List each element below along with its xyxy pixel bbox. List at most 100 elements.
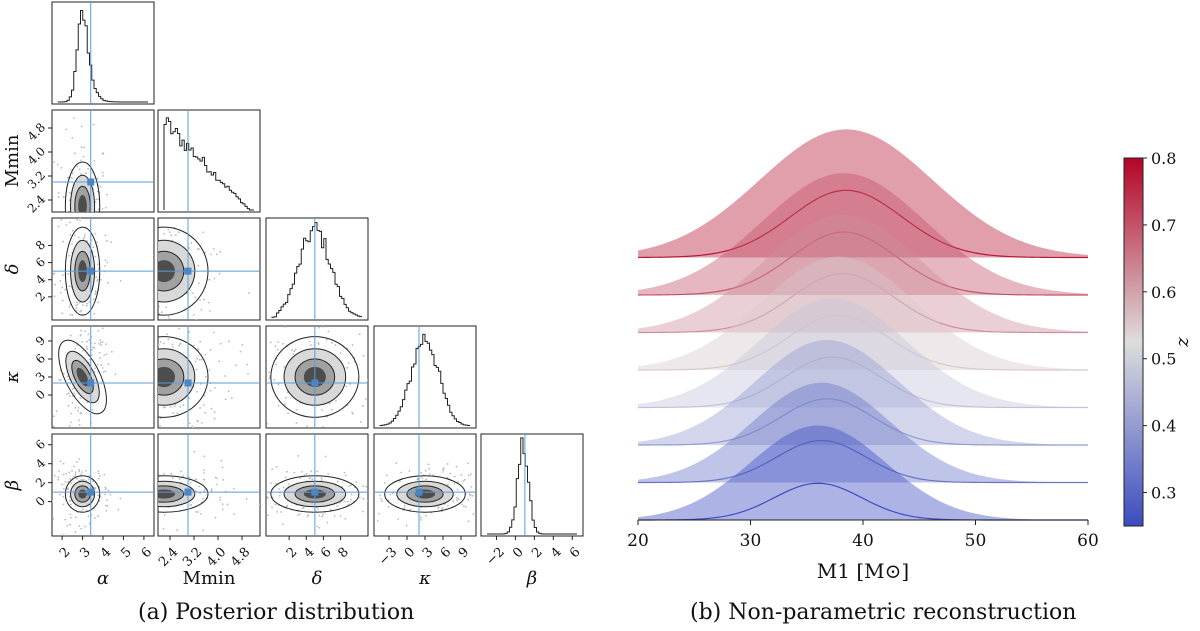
x-tick-delta: 4 [301,545,317,561]
ridge-series-z-0.775 [637,129,1089,259]
credible-band [638,214,1088,333]
contour-0 [64,161,101,212]
y-tick-beta: 4 [33,456,49,472]
cell-frame [373,325,477,429]
truth-marker [311,488,319,496]
diag-cell-delta [265,217,369,321]
contour-3 [158,366,175,388]
ridge-series-z-0.475 [637,298,1088,409]
x-tick-kappa: 0 [402,545,418,561]
x-tick-delta: 8 [335,545,351,561]
y-axis-label-Mmin: Mmin [2,134,23,187]
contour-3 [78,195,87,212]
caption-a: (a) Posterior distribution [138,600,415,625]
cell-frame [51,109,155,213]
cell-kappa-beta [373,433,477,537]
cell-alpha-delta [51,217,155,321]
ridge-series-z-0.625 [637,214,1088,334]
x-tick-label: 40 [852,531,874,551]
x-tick-Mmin: 2.4 [156,545,181,570]
x-tick-label: 50 [965,531,987,551]
contour-3 [76,367,89,387]
diag-cell-beta [480,433,584,537]
x-tick-label: 60 [1077,531,1099,551]
median-line [637,439,1088,484]
y-tick-kappa: 3 [33,369,48,384]
contour-3 [78,489,87,499]
truth-marker [87,267,95,275]
histogram-alpha [57,9,148,103]
cell-Mmin-kappa [157,325,261,429]
ridge-series-z-0.325 [637,382,1088,484]
x-tick-kappa: 6 [438,545,454,561]
median-line [637,231,1089,296]
density [52,458,122,536]
contour-0 [384,475,466,513]
cell-delta-beta [265,433,369,537]
ridge-series-z-0.7 [637,173,1089,296]
median-line [637,273,1088,334]
x-tick-Mmin: 4.8 [228,545,253,570]
median-line [637,356,1088,409]
y-tick-kappa: 0 [33,387,48,402]
density [158,450,260,532]
x-tick-Mmin: 3.2 [180,545,205,570]
y-tick-Mmin: 3.2 [25,168,48,191]
x-tick-alpha: 3 [77,545,93,561]
truth-marker [87,379,95,387]
colorbar [1123,157,1144,527]
colorbar-tick-label: 0.7 [1151,216,1176,235]
x-axis-label-kappa: κ [418,568,431,589]
y-axis-label-kappa: κ [2,371,23,384]
density [158,327,249,428]
x-tick-delta: 2 [284,545,300,561]
contour-0 [158,475,209,513]
colorbar-tick-label: 0.8 [1151,149,1176,168]
y-tick-delta: 8 [33,238,48,253]
x-tick-alpha: 5 [118,545,134,561]
x-axis-label-delta: δ [312,568,323,589]
truth-marker [87,488,95,496]
x-tick-Mmin: 4.0 [204,545,229,570]
y-tick-delta: 2 [33,289,48,304]
y-tick-delta: 6 [33,255,48,270]
histogram-beta [487,437,577,535]
x-axis-label-alpha: α [97,568,109,589]
cell-frame [51,433,155,537]
x-tick-beta: 2 [529,545,545,561]
diag-cell-alpha [51,1,155,105]
density [376,462,475,527]
credible-band [638,298,1088,408]
contour-0 [158,336,209,418]
cell-frame [480,433,584,537]
x-tick-label: 30 [740,531,762,551]
y-tick-beta: 0 [33,494,48,509]
x-axis-label-Mmin: Mmin [183,568,236,589]
x-tick-kappa: 9 [456,545,472,561]
colorbar-label: z [1172,337,1193,348]
contour-0 [158,226,209,316]
credible-band [638,382,1088,483]
cell-frame [265,217,369,321]
y-tick-delta: 4 [33,272,49,288]
y-tick-kappa: 9 [33,333,48,348]
truth-marker [87,178,95,186]
truth-marker [184,267,192,275]
x-tick-beta: 6 [567,545,583,561]
y-tick-Mmin: 4.0 [25,144,48,167]
cell-alpha-beta [51,433,155,537]
cell-alpha-kappa [51,325,155,429]
contour-0 [58,339,107,415]
cell-delta-kappa [265,325,369,429]
x-axis-label-beta: β [526,568,537,589]
credible-band [638,340,1088,445]
x-tick-alpha: 6 [139,545,155,561]
median-line [637,398,1088,446]
y-tick-Mmin: 4.8 [25,120,48,143]
truth-marker [415,488,423,496]
contour-3 [158,489,175,499]
x-tick-label: 20 [627,531,649,551]
cell-frame [51,1,155,105]
truth-marker [184,379,192,387]
